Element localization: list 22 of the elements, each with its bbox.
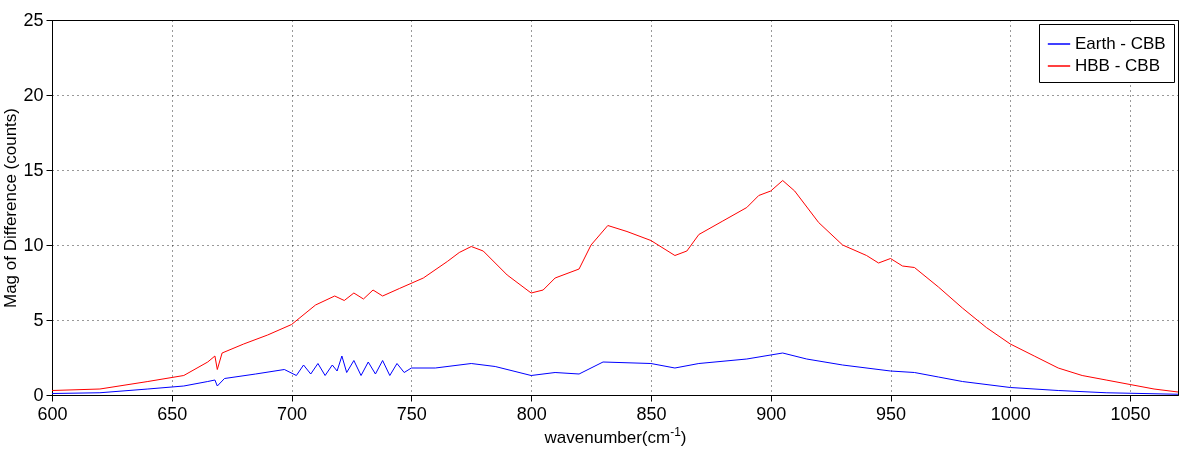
y-tick-label: 25 <box>23 9 44 30</box>
line-series <box>52 352 1178 395</box>
x-tick-label: 650 <box>157 403 188 424</box>
x-tick-label: 750 <box>396 403 427 424</box>
y-tick-label: 10 <box>23 234 44 255</box>
x-tick-label: 850 <box>636 403 667 424</box>
x-tick-label: 1000 <box>990 403 1031 424</box>
x-tick-label: 1050 <box>1110 403 1151 424</box>
y-tick-label: 0 <box>33 384 44 405</box>
x-axis-title: wavenumber(cm$^{-1}$) <box>543 424 687 447</box>
y-tick-label: 15 <box>23 159 44 180</box>
line-series <box>52 180 1178 393</box>
y-axis-title: Mag of Difference (counts) <box>1 108 21 308</box>
x-tick-label: 700 <box>277 403 308 424</box>
x-tick-label: 900 <box>756 403 787 424</box>
x-tick-label: 800 <box>516 403 547 424</box>
legend-label: Earth - CBB <box>1075 34 1166 53</box>
y-tick-label: 20 <box>23 84 44 105</box>
legend-label: HBB - CBB <box>1075 56 1161 75</box>
x-tick-label: 950 <box>875 403 907 424</box>
x-tick-label: 600 <box>37 403 68 424</box>
y-tick-label: 5 <box>33 309 44 330</box>
